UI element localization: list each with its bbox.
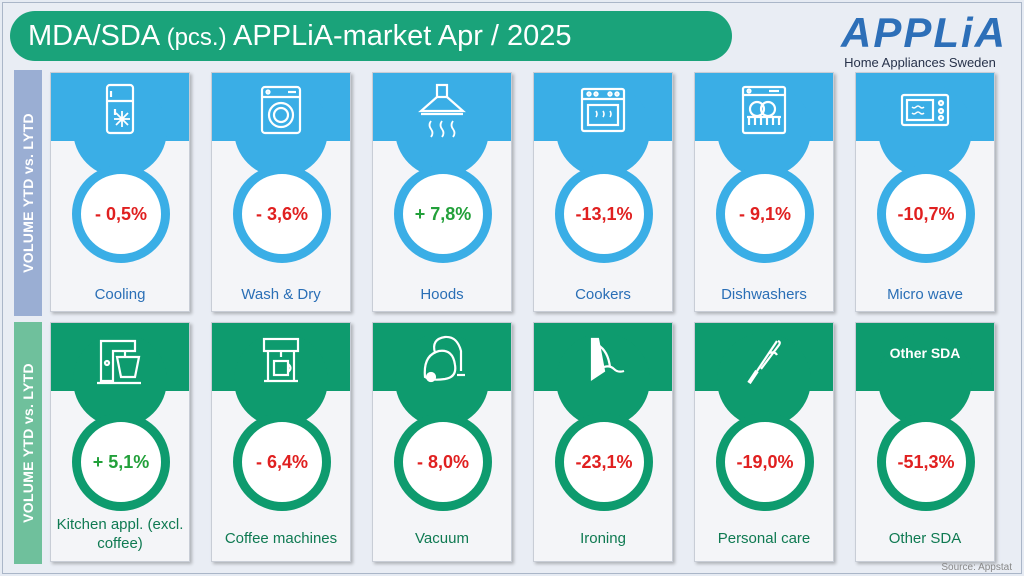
dishwasher-icon xyxy=(735,81,793,139)
category-label: Kitchen appl. (excl. coffee) xyxy=(56,516,184,552)
card-cookers: -13,1% Cookers xyxy=(533,72,673,312)
card-header-bump xyxy=(73,333,167,427)
category-label: Other SDA xyxy=(888,530,962,547)
category-label: Wash & Dry xyxy=(241,286,321,303)
card-header-bump xyxy=(73,83,167,177)
microwave-icon xyxy=(896,81,954,139)
category-label: Cooling xyxy=(94,286,146,303)
title-unit: (pcs.) xyxy=(166,24,227,51)
header-text: Other SDA xyxy=(889,345,961,361)
category-label: Vacuum xyxy=(415,530,469,547)
card-personal-care: -19,0% Personal care xyxy=(694,322,834,562)
percent-change: -13,1% xyxy=(575,203,633,224)
card-wash-dry: - 3,6% Wash & Dry xyxy=(211,72,351,312)
source-note: Source: Appstat xyxy=(941,562,1012,573)
card-coffee-machines: - 6,4% Coffee machines xyxy=(211,322,351,562)
value-ring: + 7,8% xyxy=(394,165,492,263)
percent-change: -51,3% xyxy=(897,451,955,472)
side-label-sda-text: VOLUME YTD vs. LYTD xyxy=(20,363,37,523)
card-kitchen-appl: + 5,1% Kitchen appl. (excl. coffee) xyxy=(50,322,190,562)
card-vacuum: - 8,0% Vacuum xyxy=(372,322,512,562)
percent-change: -19,0% xyxy=(736,451,794,472)
percent-change: - 0,5% xyxy=(94,203,148,224)
percent-change: -10,7% xyxy=(897,203,955,224)
mixer-icon xyxy=(91,331,149,389)
card-header-bump xyxy=(234,83,328,177)
value-ring: - 0,5% xyxy=(72,165,170,263)
fridge-icon xyxy=(91,81,149,139)
percent-change: - 6,4% xyxy=(255,451,309,472)
vacuum-icon xyxy=(413,331,471,389)
value-ring: + 5,1% xyxy=(72,413,170,511)
hood-icon xyxy=(413,81,471,139)
applia-logo: APPLiA Home Appliances Sweden xyxy=(825,9,1015,71)
card-cooling: - 0,5% Cooling xyxy=(50,72,190,312)
card-other-sda: Other SDA -51,3% Other SDA xyxy=(855,322,995,562)
percent-change: - 3,6% xyxy=(255,203,309,224)
value-ring: - 8,0% xyxy=(394,413,492,511)
curling-iron-icon xyxy=(735,331,793,389)
category-label: Hoods xyxy=(420,286,464,303)
logo-subtitle: Home Appliances Sweden xyxy=(844,55,996,70)
value-ring: -51,3% xyxy=(877,413,975,511)
percent-change: - 9,1% xyxy=(738,203,792,224)
card-header-bump xyxy=(878,333,972,427)
percent-change: + 7,8% xyxy=(414,203,472,224)
card-hoods: + 7,8% Hoods xyxy=(372,72,512,312)
value-ring: - 3,6% xyxy=(233,165,331,263)
value-ring: -19,0% xyxy=(716,413,814,511)
coffee-machine-icon xyxy=(252,331,310,389)
category-label: Cookers xyxy=(575,286,631,303)
page-title: MDA/SDA (pcs.) APPLiA-market Apr / 2025 xyxy=(10,11,732,61)
card-micro-wave: -10,7% Micro wave xyxy=(855,72,995,312)
category-label: Dishwashers xyxy=(721,286,807,303)
percent-change: + 5,1% xyxy=(92,451,150,472)
washing-machine-icon xyxy=(252,81,310,139)
percent-change: -23,1% xyxy=(575,451,633,472)
category-label: Coffee machines xyxy=(224,530,338,547)
card-header-bump xyxy=(878,83,972,177)
value-ring: -23,1% xyxy=(555,413,653,511)
card-header-bump xyxy=(717,83,811,177)
side-label-mda-text: VOLUME YTD vs. LYTD xyxy=(20,113,37,273)
side-label-mda: VOLUME YTD vs. LYTD xyxy=(14,70,42,316)
card-ironing: -23,1% Ironing xyxy=(533,322,673,562)
title-rest: APPLiA-market Apr / 2025 xyxy=(226,20,572,52)
value-ring: -13,1% xyxy=(555,165,653,263)
card-header-bump xyxy=(717,333,811,427)
value-ring: - 9,1% xyxy=(716,165,814,263)
percent-change: - 8,0% xyxy=(416,451,470,472)
title-main: MDA/SDA xyxy=(28,20,167,52)
value-ring: - 6,4% xyxy=(233,413,331,511)
value-ring: -10,7% xyxy=(877,165,975,263)
logo-brand: APPLiA xyxy=(840,9,1007,56)
category-label: Ironing xyxy=(580,530,626,547)
category-label: Personal care xyxy=(717,530,811,547)
side-label-sda: VOLUME YTD vs. LYTD xyxy=(14,322,42,564)
iron-icon xyxy=(574,331,632,389)
oven-icon xyxy=(574,81,632,139)
category-label: Micro wave xyxy=(887,286,963,303)
card-dishwashers: - 9,1% Dishwashers xyxy=(694,72,834,312)
